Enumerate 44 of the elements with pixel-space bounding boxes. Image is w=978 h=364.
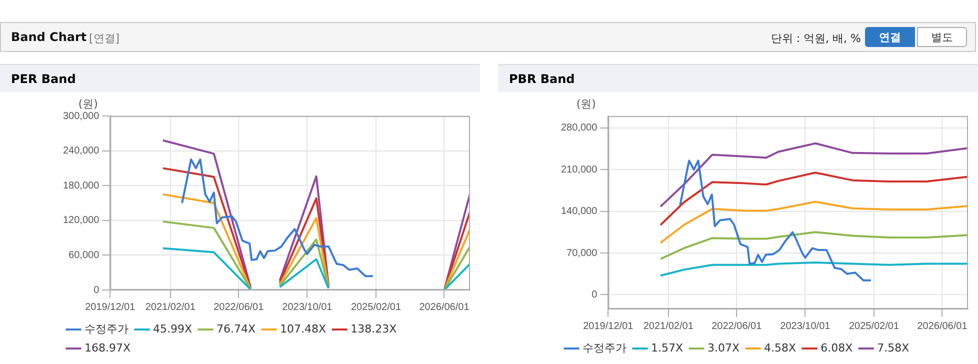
legend-label: 76.74X <box>216 322 256 336</box>
x-tick-label: 2019/12/01 <box>583 320 634 332</box>
legend-label: 수정주가 <box>582 341 626 354</box>
y-tick-label: 280,000 <box>560 122 598 134</box>
y-tick-label: 140,000 <box>560 206 598 218</box>
y-axis-title: (원) <box>78 97 98 110</box>
y-tick-label: 60,000 <box>68 250 100 261</box>
y-tick-label: 120,000 <box>62 215 100 226</box>
legend-label: 4.58X <box>764 341 797 354</box>
x-tick-label: 2023/10/01 <box>780 320 831 332</box>
y-tick-label: 210,000 <box>560 164 598 176</box>
chart-title: PBR Band <box>498 64 978 92</box>
y-tick-label: 180,000 <box>62 180 100 192</box>
x-tick-label: 2021/02/01 <box>643 320 694 332</box>
legend-label: 138.23X <box>350 322 398 336</box>
text: 별도 <box>917 27 967 47</box>
x-tick-label: 2022/06/01 <box>214 302 264 313</box>
text: [연결] <box>89 31 120 46</box>
chart-title: PER Band <box>0 64 480 92</box>
legend-label: 수정주가 <box>84 322 128 336</box>
legend-label: 168.97X <box>84 341 131 354</box>
y-axis-title: (원) <box>576 97 596 110</box>
x-tick-label: 2019/12/01 <box>85 302 136 313</box>
legend-label: 7.58X <box>877 341 910 354</box>
x-tick-label: 2021/02/01 <box>145 302 196 313</box>
y-tick-label: 240,000 <box>62 146 100 157</box>
legend-label: 1.57X <box>651 341 684 354</box>
legend-label: 3.07X <box>708 341 740 354</box>
legend-label: 107.48X <box>280 322 327 336</box>
text: Band Chart <box>11 30 87 44</box>
legend-label: 6.08X <box>820 341 854 354</box>
x-tick-label: 2025/02/01 <box>848 320 900 332</box>
y-tick-label: 300,000 <box>62 110 100 122</box>
x-tick-label: 2022/06/01 <box>712 320 762 332</box>
x-tick-label: 2026/06/01 <box>917 320 968 332</box>
text: 연결 <box>865 27 915 47</box>
y-tick-label: 0 <box>94 284 100 296</box>
x-tick-label: 2026/06/01 <box>419 302 470 313</box>
y-tick-label: 0 <box>592 289 598 300</box>
x-tick-label: 2025/02/01 <box>350 302 402 313</box>
text: 단위 : 억원, 배, % <box>770 31 861 46</box>
y-tick-label: 70,000 <box>566 248 598 259</box>
legend-label: 45.99X <box>153 322 192 336</box>
x-tick-label: 2023/10/01 <box>282 302 333 313</box>
